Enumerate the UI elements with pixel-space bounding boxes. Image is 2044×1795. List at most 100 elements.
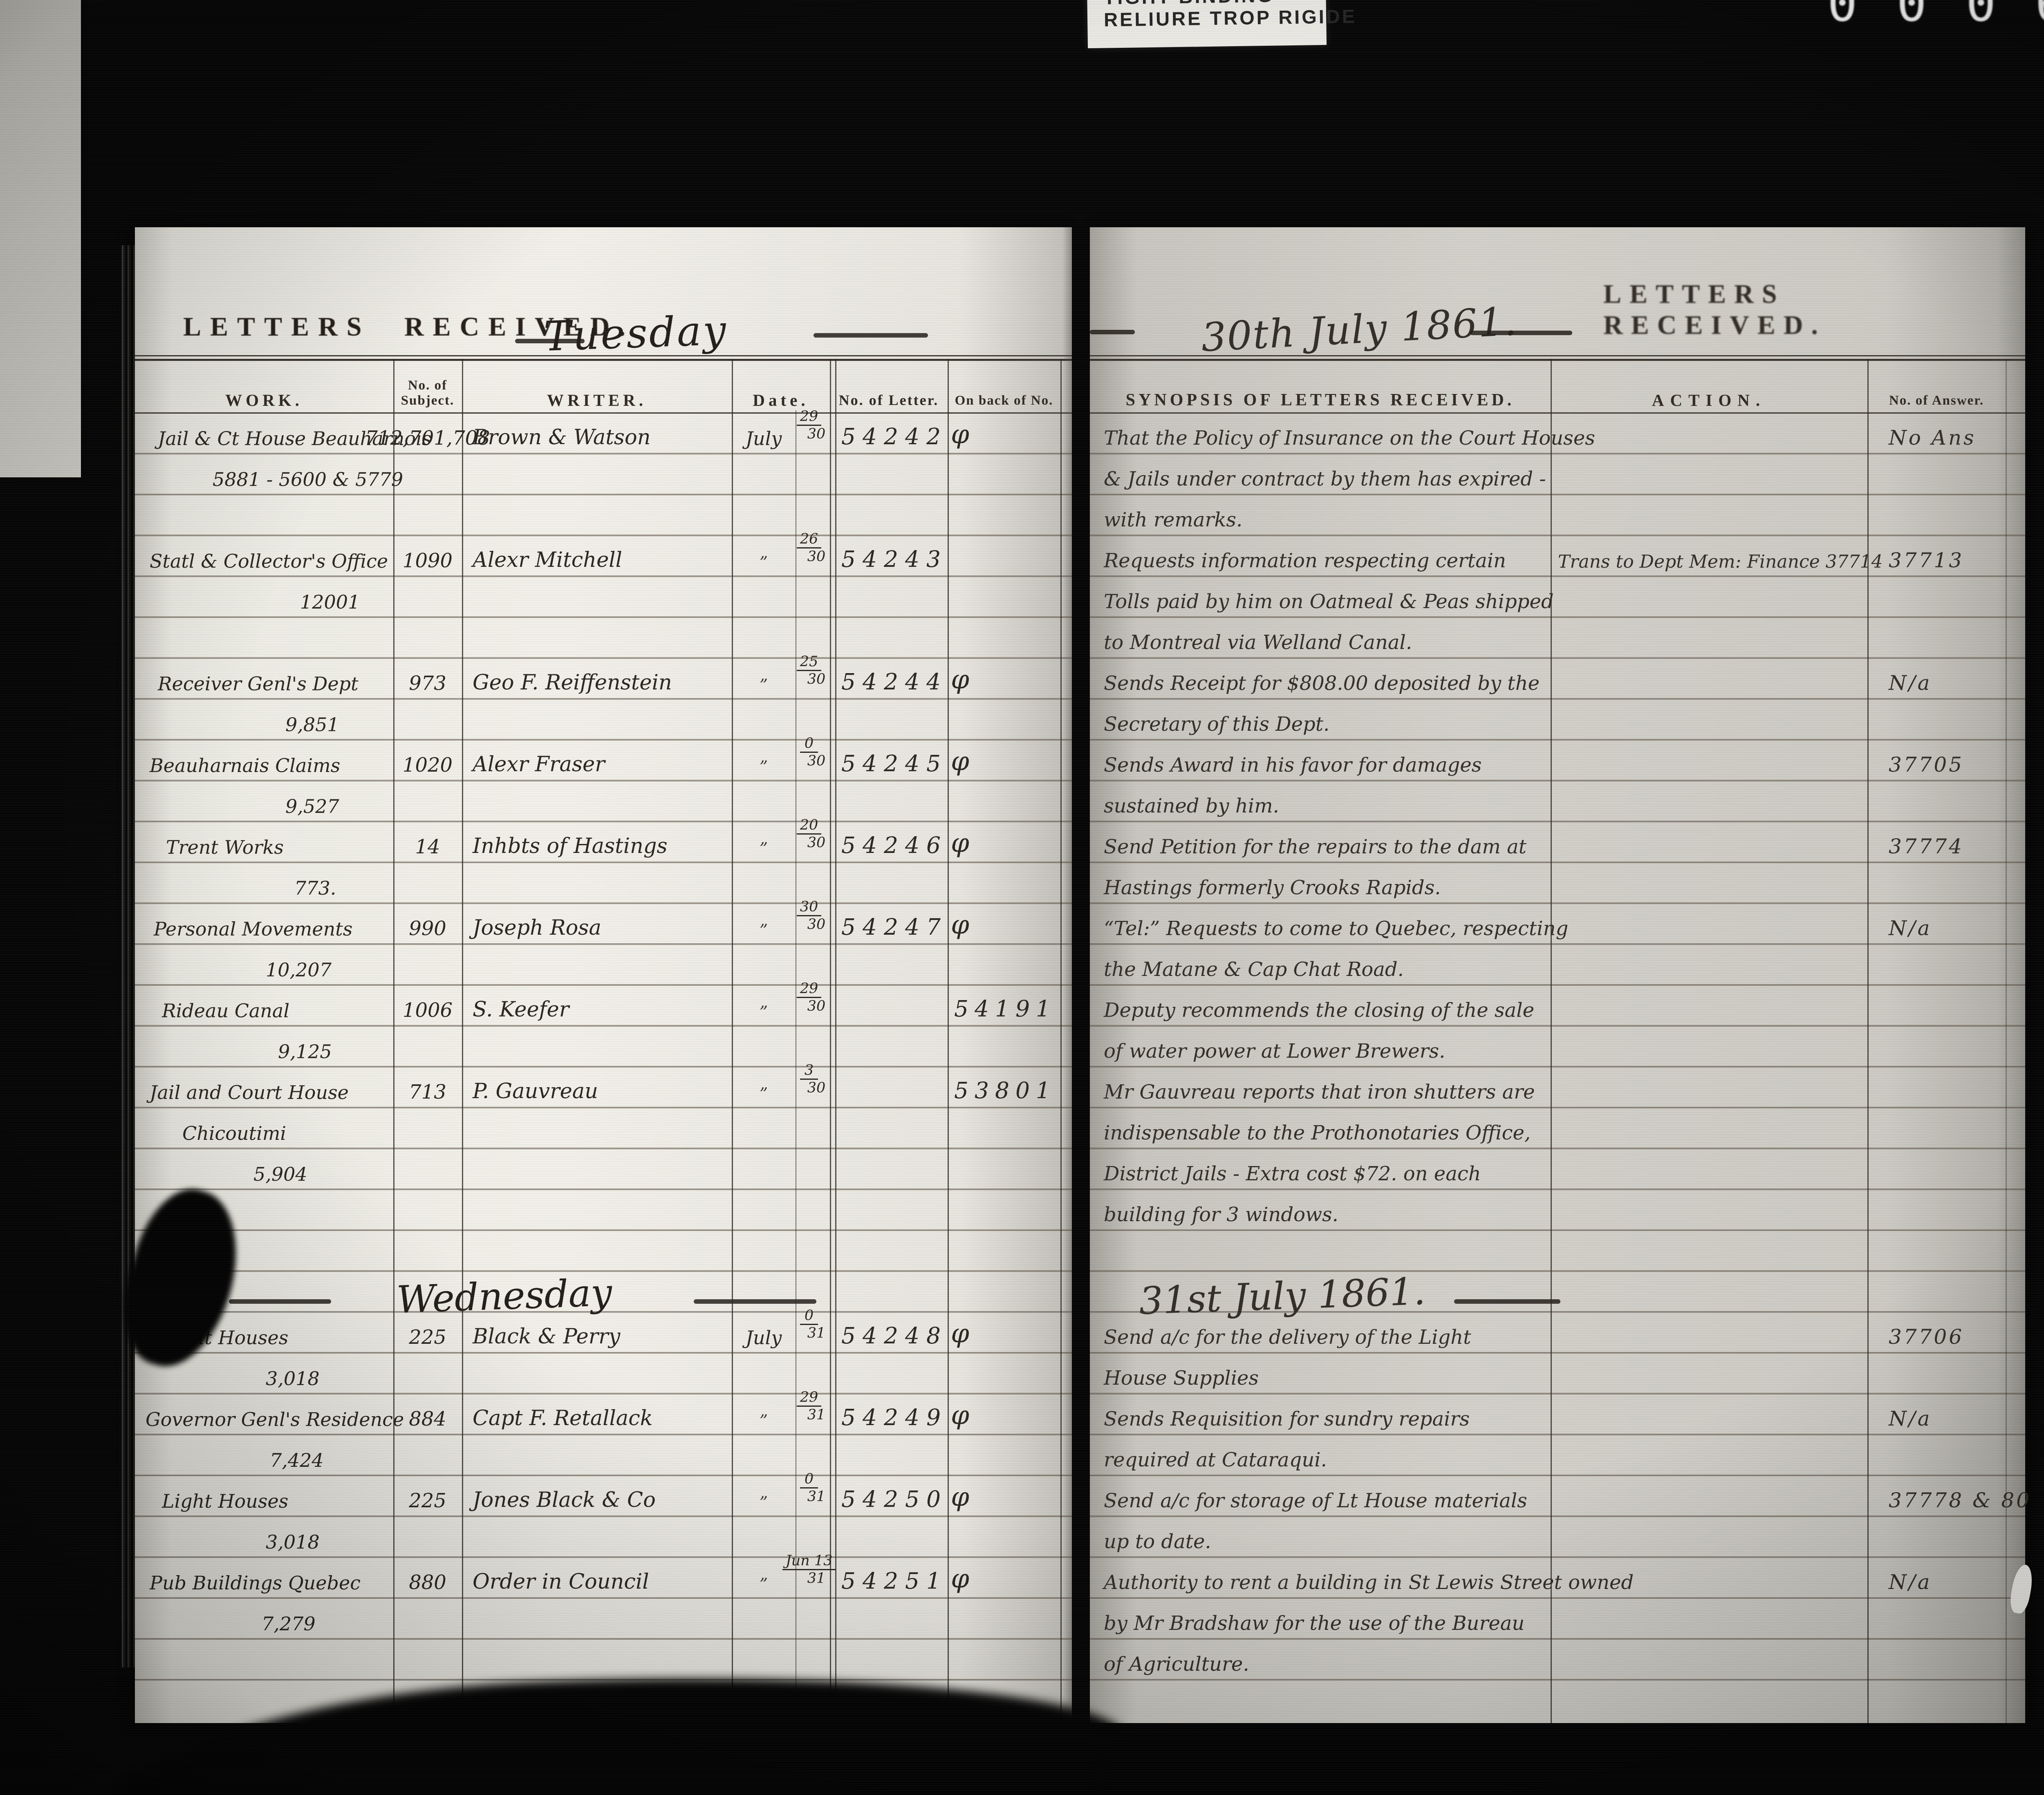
work-line: 773. (294, 877, 336, 899)
column-header-work: WORK. (225, 391, 303, 410)
on-back-value-text: φ (951, 1400, 969, 1430)
synopsis-line: Send a/c for storage of Lt House materia… (1104, 1489, 1527, 1512)
work-line: Receiver Genl's Dept (158, 673, 359, 695)
date-fraction: 29 30 (796, 980, 825, 1014)
answer-value: 37706 (1867, 1313, 2006, 1354)
date-fraction: 3 30 (800, 1062, 825, 1096)
on-back-value (948, 536, 1060, 577)
column-rule (1060, 359, 1062, 1723)
letter-number: 54249 (830, 1394, 948, 1435)
ledger-row-left: Governor Genl's Residence 7,424 884 Capt F.… (135, 1389, 1072, 1476)
date-fraction: 20 30 (796, 817, 825, 851)
synopsis-line: Send a/c for the delivery of the Light (1104, 1326, 1471, 1349)
date-month-text: ” (759, 553, 768, 572)
ledger-row-left: Personal Movements 10,207 990 Joseph Rosa ” 3… (135, 899, 1072, 986)
work-cell: Trent Works 773. (135, 822, 393, 904)
column-header-subject: No. of Subject. (401, 378, 455, 408)
subject-number: 973 (393, 659, 462, 700)
action-value-text (1551, 986, 1867, 1027)
writer-name: Geo F. Reiffenstein (462, 659, 732, 700)
synopsis-cell: Send a/c for the delivery of the Light Ho… (1098, 1313, 1550, 1394)
synopsis-cell: That the Policy of Insurance on the Cour… (1098, 414, 1595, 536)
ledger-row-left: Receiver Genl's Dept 9,851 973 Geo F. Reiff… (135, 654, 1072, 741)
writer-name-text: P. Gauvreau (473, 1079, 598, 1103)
left-rows: Jail & Ct House Beauharnois 5881 - 5600 &… (135, 408, 1072, 1681)
letter-number: 54251 (830, 1558, 948, 1599)
day-separator-left: Wednesday (135, 1231, 1072, 1322)
answer-value-text: 37778 & 80 (1889, 1488, 2031, 1512)
ledger-left-page: LETTERS RECEIVED. Tuesday WORK. No. of S… (135, 227, 1072, 1723)
synopsis-line: indispensable to the Prothonotaries Offi… (1104, 1121, 1531, 1144)
ledger-row-right: Send a/c for storage of Lt House materia… (1090, 1476, 2031, 1558)
letter-number: 54244 (830, 659, 948, 700)
ledger-row-right: Mr Gauvreau reports that iron shutters a… (1090, 1068, 2025, 1231)
date-month: ” (732, 741, 796, 781)
date-month: ” (732, 659, 796, 700)
subject-number-text: 225 (409, 1489, 446, 1512)
subject-number: 884 (393, 1394, 462, 1435)
date-month-text: ” (759, 839, 768, 858)
work-line: 5,904 (253, 1163, 307, 1185)
date-day-fraction: 26 30 (796, 531, 830, 577)
answer-value-text: N/a (1889, 1570, 1932, 1594)
answer-value: 37774 (1867, 822, 2006, 863)
action-value: Trans to Dept Mem: Finance 37714 (1551, 536, 1883, 577)
on-back-value: φ (948, 904, 1060, 945)
subject-number: 1006 (393, 986, 462, 1027)
letter-number-text (830, 986, 948, 1027)
synopsis-line: of water power at Lower Brewers. (1104, 1040, 1446, 1063)
synopsis-cell: Sends Award in his favor for damages sust… (1098, 741, 1550, 822)
ledger-row-right: That the Policy of Insurance on the Cour… (1090, 414, 2025, 536)
date-fraction: 29 30 (796, 408, 825, 442)
synopsis-line: & Jails under contract by them has expir… (1104, 468, 1546, 490)
on-back-value-text: φ (951, 1564, 969, 1594)
answer-value-text: No Ans (1889, 426, 1976, 450)
date-month: July (732, 1313, 796, 1354)
date-month-text: ” (759, 758, 768, 777)
separator-dash (229, 1299, 331, 1304)
work-line: 10,207 (266, 959, 332, 981)
action-value-text (1551, 1068, 1867, 1108)
synopsis-line: That the Policy of Insurance on the Cour… (1104, 427, 1595, 450)
letter-number: 54247 (830, 904, 948, 945)
answer-value-text: N/a (1889, 671, 1932, 695)
subject-number-text: 713 (409, 1081, 446, 1103)
column-header-date: Date. (753, 391, 809, 410)
writer-name-text: S. Keefer (473, 998, 569, 1022)
work-cell: Personal Movements 10,207 (135, 904, 393, 986)
subject-number: 712,701,708 (365, 414, 490, 454)
subject-number: 14 (393, 822, 462, 863)
ledger-row-right: Requests information respecting certain T… (1090, 536, 2025, 659)
synopsis-line: the Matane & Cap Chat Road. (1104, 958, 1404, 981)
date-fraction: 29 31 (796, 1389, 825, 1423)
work-cell: Light Houses 3,018 (135, 1476, 393, 1558)
date-month: ” (732, 822, 796, 863)
answer-value (1867, 1068, 2006, 1108)
action-value (1551, 659, 1867, 700)
letter-number: 54242 (830, 414, 948, 454)
letter-number-text: 54243 (841, 546, 948, 572)
action-value-text (1551, 414, 1867, 454)
writer-name: Inhbts of Hastings (462, 822, 732, 863)
right-column-headers: SYNOPSIS OF LETTERS RECEIVED. ACTION. No… (1090, 361, 2025, 414)
separator-dash (694, 1299, 817, 1304)
on-back-value: φ (948, 659, 1060, 700)
writer-name-text: Alexr Fraser (473, 752, 605, 777)
answer-value: N/a (1867, 659, 2006, 700)
date-day-fraction: 29 31 (796, 1389, 830, 1435)
work-line: 12001 (300, 591, 360, 613)
subject-number: 880 (393, 1558, 462, 1599)
on-back-value-text: φ (951, 1318, 969, 1349)
writer-name-text: Order in Council (473, 1570, 649, 1594)
subject-number-text: 880 (409, 1571, 446, 1594)
ledger-row-left: Rideau Canal 9,125 1006 S. Keefer ” 29 30 54191 (135, 980, 1072, 1068)
action-value (1551, 1313, 1867, 1354)
date-day-fraction: 0 31 (796, 1307, 830, 1354)
date-fraction: 0 31 (800, 1471, 825, 1505)
action-value (1551, 741, 1867, 781)
work-cell: Pub Buildings Quebec 7,279 (135, 1558, 393, 1640)
letter-number-text: 54251 (841, 1568, 948, 1594)
date-month: ” (732, 536, 796, 577)
work-line: Beauharnais Claims (150, 754, 341, 777)
letter-number-text: 54242 (841, 423, 948, 450)
